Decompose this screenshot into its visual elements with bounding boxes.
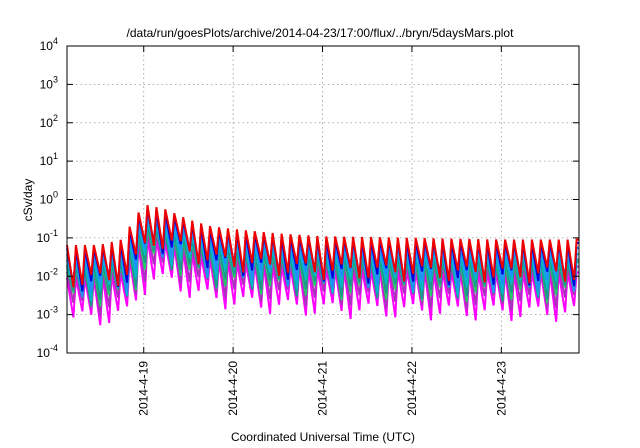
y-tick-label: 102: [40, 113, 58, 130]
series-line: [66, 205, 579, 288]
x-tick-label: 2014-4-22: [405, 361, 419, 416]
y-tick-label: 10-1: [37, 228, 58, 245]
x-tick-label: 2014-4-21: [316, 361, 330, 416]
y-tick-label: 100: [40, 190, 58, 207]
y-tick-label: 10-3: [37, 305, 58, 322]
y-tick-label: 103: [40, 74, 58, 91]
plot-area: [66, 205, 579, 326]
y-tick-label: 10-2: [37, 266, 58, 283]
x-axis: 2014-4-19 2014-4-20 2014-4-21 2014-4-22 2014…: [137, 46, 508, 416]
y-tick-label: 104: [40, 36, 58, 53]
y-tick-label: 101: [40, 151, 58, 168]
grid: [67, 46, 579, 353]
x-axis-label: Coordinated Universal Time (UTC): [231, 430, 415, 444]
y-axis: 10-4 10-3 10-2 10-1 100 101 102 103 104: [37, 36, 579, 360]
x-tick-label: 2014-4-23: [494, 361, 508, 416]
x-tick-label: 2014-4-20: [226, 361, 240, 416]
x-tick-label: 2014-4-19: [137, 361, 151, 416]
chart-title: /data/run/goesPlots/archive/2014-04-23/1…: [127, 26, 515, 40]
y-tick-label: 10-4: [37, 343, 58, 360]
y-axis-label: cSv/day: [21, 179, 35, 222]
